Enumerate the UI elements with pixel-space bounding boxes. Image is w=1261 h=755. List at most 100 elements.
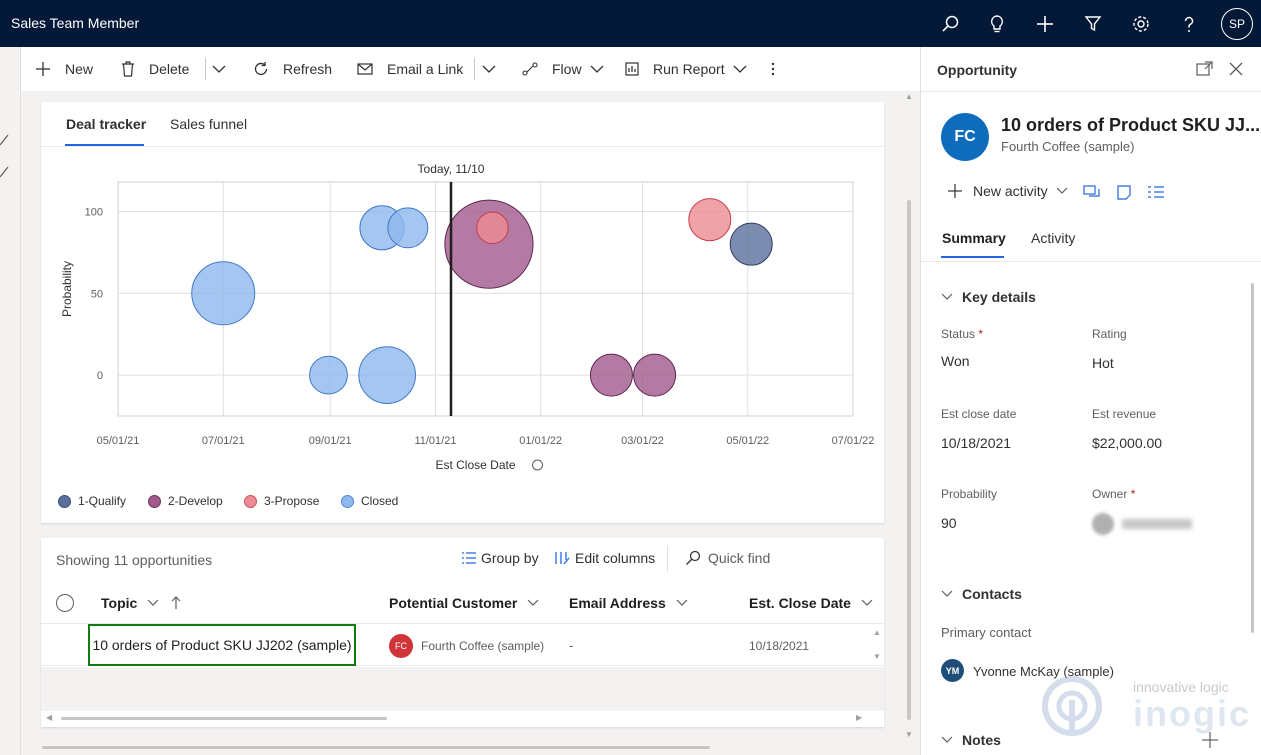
required-marker: * — [1130, 487, 1136, 501]
required-marker: * — [978, 327, 984, 341]
probability-value[interactable]: 90 — [941, 515, 957, 531]
delete-label: Delete — [149, 61, 190, 77]
grid-header-row: Topic Potential Customer Email Address E… — [41, 582, 884, 624]
close-icon[interactable] — [1228, 61, 1244, 80]
list-icon — [462, 552, 476, 564]
chevron-down-icon — [941, 736, 953, 743]
run-report-button[interactable]: Run Report — [625, 47, 761, 91]
horizontal-scrollbar[interactable] — [61, 717, 387, 720]
owner-label: Owner * — [1092, 487, 1135, 501]
help-icon[interactable] — [1177, 12, 1201, 36]
refresh-button[interactable]: Refresh — [253, 47, 332, 91]
status-label-text: Status — [941, 327, 976, 341]
primary-contact-link[interactable]: Yvonne McKay (sample) — [973, 664, 1114, 679]
notes-section-toggle[interactable]: Notes — [941, 732, 1001, 748]
contacts-section-toggle[interactable]: Contacts — [941, 586, 1022, 602]
task-list-icon[interactable] — [1147, 184, 1165, 203]
separator — [667, 546, 668, 572]
flow-button[interactable]: Flow — [522, 47, 618, 91]
tab-sales-funnel[interactable]: Sales funnel — [170, 116, 248, 132]
chevron-down-icon — [941, 590, 953, 597]
x-tick-label: 07/01/22 — [832, 435, 875, 447]
x-tick-label: 09/01/21 — [309, 435, 352, 447]
status-label: Status * — [941, 327, 983, 341]
scroll-down-icon[interactable]: ▼ — [905, 730, 913, 739]
select-all-checkbox[interactable] — [56, 594, 74, 612]
customer-link[interactable]: Fourth Coffee (sample) — [421, 639, 545, 653]
page-horizontal-scrollbar[interactable] — [42, 746, 710, 749]
x-tick-label: 03/01/22 — [621, 435, 664, 447]
quick-find-input[interactable]: Quick find — [684, 550, 770, 566]
scroll-right-icon[interactable]: ▶ — [856, 713, 863, 722]
left-nav-strip — [0, 47, 21, 755]
status-value[interactable]: Won — [941, 353, 970, 369]
active-tab-underline — [941, 256, 1004, 258]
panel-header: Opportunity — [937, 62, 1018, 78]
edit-columns-button[interactable]: Edit columns — [555, 550, 655, 566]
topic-cell[interactable]: 10 orders of Product SKU JJ202 (sample) — [88, 624, 356, 666]
est-revenue-label: Est revenue — [1092, 407, 1157, 421]
search-icon[interactable] — [938, 12, 962, 36]
filter-icon[interactable] — [1081, 12, 1105, 36]
panel-scrollbar[interactable] — [1251, 283, 1254, 633]
deal-tracker-chart: 05/01/21 07/01/21 09/01/21 11/01/21 01/01/22… — [60, 162, 875, 472]
chevron-down-icon — [590, 65, 604, 73]
scroll-down-icon[interactable]: ▼ — [873, 652, 881, 661]
new-activity-button[interactable]: New activity — [947, 183, 1068, 199]
today-label: Today, 11/10 — [418, 162, 485, 176]
top-navigation-bar: Sales Team Member SP — [0, 0, 1261, 47]
record-subtitle[interactable]: Fourth Coffee (sample) — [1001, 139, 1135, 154]
legend-qualify[interactable]: 1-Qualify — [58, 494, 126, 508]
plus-icon[interactable] — [1033, 12, 1057, 36]
bubble-closed — [191, 261, 256, 326]
add-note-icon[interactable] — [1201, 731, 1219, 752]
owner-value-blurred[interactable] — [1092, 513, 1192, 535]
column-header-customer[interactable]: Potential Customer — [389, 582, 539, 624]
rating-value[interactable]: Hot — [1092, 355, 1114, 371]
record-count: Showing 11 opportunities — [56, 552, 213, 568]
group-by-button[interactable]: Group by — [461, 550, 539, 566]
main-vertical-scrollbar[interactable] — [907, 200, 911, 720]
more-commands-icon[interactable] — [771, 47, 789, 91]
owner-label-text: Owner — [1092, 487, 1128, 501]
more-delete-chevron-icon[interactable] — [212, 47, 240, 91]
est-revenue-value[interactable]: $22,000.00 — [1092, 435, 1163, 451]
customer-header-label: Potential Customer — [389, 595, 518, 611]
legend-swatch — [244, 494, 257, 508]
table-row[interactable]: 10 orders of Product SKU JJ202 (sample) … — [41, 624, 884, 666]
legend-closed[interactable]: Closed — [341, 494, 398, 508]
tab-deal-tracker[interactable]: Deal tracker — [66, 116, 147, 132]
chevron-down-icon — [733, 65, 747, 73]
scroll-up-icon[interactable]: ▲ — [905, 92, 913, 101]
legend-develop[interactable]: 2-Develop — [148, 494, 223, 508]
delete-button[interactable]: Delete — [121, 47, 189, 91]
column-header-email[interactable]: Email Address — [569, 582, 688, 624]
lightbulb-icon[interactable] — [985, 12, 1009, 36]
email-link-button[interactable]: Email a Link — [357, 47, 463, 91]
est-close-date-value[interactable]: 10/18/2021 — [941, 435, 1012, 451]
app-title[interactable]: Sales Team Member — [11, 15, 140, 31]
scroll-up-icon[interactable]: ▲ — [873, 628, 881, 637]
tab-summary[interactable]: Summary — [942, 230, 1006, 246]
notes-label: Notes — [962, 732, 1001, 748]
new-button[interactable]: New — [35, 47, 93, 91]
chart-card: Deal tracker Sales funnel 05/01/21 07/01/… — [41, 102, 884, 523]
column-header-close-date[interactable]: Est. Close Date — [749, 582, 873, 624]
gear-icon[interactable] — [1129, 12, 1153, 36]
run-report-label: Run Report — [653, 61, 725, 77]
x-tick-label: 05/01/21 — [97, 435, 140, 447]
open-in-new-window-icon[interactable] — [1195, 61, 1213, 80]
grid-empty-area — [41, 667, 884, 711]
column-header-topic[interactable]: Topic — [101, 582, 181, 624]
tab-activity[interactable]: Activity — [1031, 230, 1076, 246]
more-email-chevron-icon[interactable] — [482, 47, 510, 91]
scroll-left-icon[interactable]: ◀ — [46, 713, 53, 722]
legend-label: 1-Qualify — [78, 494, 127, 508]
note-icon[interactable] — [1116, 184, 1132, 203]
customer-avatar: FC — [389, 634, 413, 658]
key-details-section-toggle[interactable]: Key details — [941, 289, 1036, 305]
chat-icon[interactable] — [1083, 184, 1101, 203]
user-avatar[interactable]: SP — [1221, 8, 1253, 40]
email-link-label: Email a Link — [387, 61, 464, 77]
legend-propose[interactable]: 3-Propose — [244, 494, 319, 508]
